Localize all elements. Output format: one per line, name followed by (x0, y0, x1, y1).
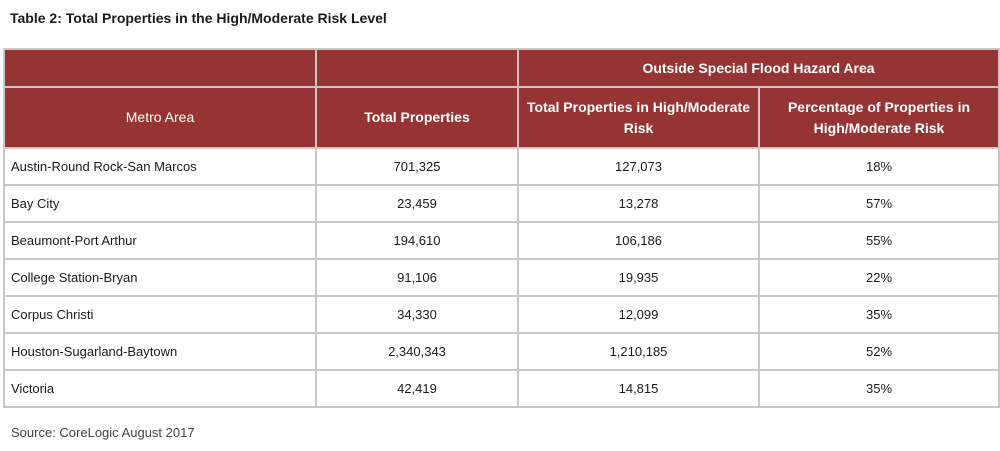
table-row: Beaumont-Port Arthur 194,610 106,186 55% (3, 221, 1000, 260)
header-blank-metro (3, 48, 317, 88)
cell-risk-percentage: 35% (758, 369, 1000, 408)
cell-metro-area: Victoria (3, 369, 317, 408)
risk-properties-table: Outside Special Flood Hazard Area Metro … (3, 48, 1000, 408)
cell-risk-properties: 19,935 (517, 258, 760, 297)
cell-risk-percentage: 55% (758, 221, 1000, 260)
cell-risk-properties: 14,815 (517, 369, 760, 408)
cell-metro-area: College Station-Bryan (3, 258, 317, 297)
cell-total-properties: 34,330 (315, 295, 519, 334)
cell-risk-percentage: 35% (758, 295, 1000, 334)
column-header-total-properties: Total Properties (315, 86, 519, 149)
source-note: Source: CoreLogic August 2017 (11, 425, 195, 440)
cell-total-properties: 91,106 (315, 258, 519, 297)
cell-risk-properties: 106,186 (517, 221, 760, 260)
cell-risk-properties: 1,210,185 (517, 332, 760, 371)
column-header-metro-area: Metro Area (3, 86, 317, 149)
cell-risk-percentage: 52% (758, 332, 1000, 371)
cell-total-properties: 194,610 (315, 221, 519, 260)
cell-total-properties: 2,340,343 (315, 332, 519, 371)
table-row: Bay City 23,459 13,278 57% (3, 184, 1000, 223)
cell-risk-properties: 13,278 (517, 184, 760, 223)
column-header-risk-percentage: Percentage of Properties in High/Moderat… (758, 86, 1000, 149)
cell-total-properties: 42,419 (315, 369, 519, 408)
table-row: College Station-Bryan 91,106 19,935 22% (3, 258, 1000, 297)
cell-total-properties: 701,325 (315, 147, 519, 186)
cell-risk-properties: 127,073 (517, 147, 760, 186)
table-row: Houston-Sugarland-Baytown 2,340,343 1,21… (3, 332, 1000, 371)
header-row-group: Outside Special Flood Hazard Area (3, 48, 1000, 88)
header-outside-sfha: Outside Special Flood Hazard Area (517, 48, 1000, 88)
column-header-risk-properties: Total Properties in High/Moderate Risk (517, 86, 760, 149)
table-title: Table 2: Total Properties in the High/Mo… (10, 10, 387, 26)
header-row-columns: Metro Area Total Properties Total Proper… (3, 86, 1000, 149)
table-row: Corpus Christi 34,330 12,099 35% (3, 295, 1000, 334)
cell-metro-area: Beaumont-Port Arthur (3, 221, 317, 260)
table-row: Victoria 42,419 14,815 35% (3, 369, 1000, 408)
cell-risk-percentage: 22% (758, 258, 1000, 297)
cell-metro-area: Houston-Sugarland-Baytown (3, 332, 317, 371)
cell-metro-area: Austin-Round Rock-San Marcos (3, 147, 317, 186)
cell-risk-percentage: 18% (758, 147, 1000, 186)
cell-metro-area: Corpus Christi (3, 295, 317, 334)
cell-total-properties: 23,459 (315, 184, 519, 223)
table-row: Austin-Round Rock-San Marcos 701,325 127… (3, 147, 1000, 186)
cell-risk-properties: 12,099 (517, 295, 760, 334)
cell-metro-area: Bay City (3, 184, 317, 223)
header-blank-total (315, 48, 519, 88)
cell-risk-percentage: 57% (758, 184, 1000, 223)
